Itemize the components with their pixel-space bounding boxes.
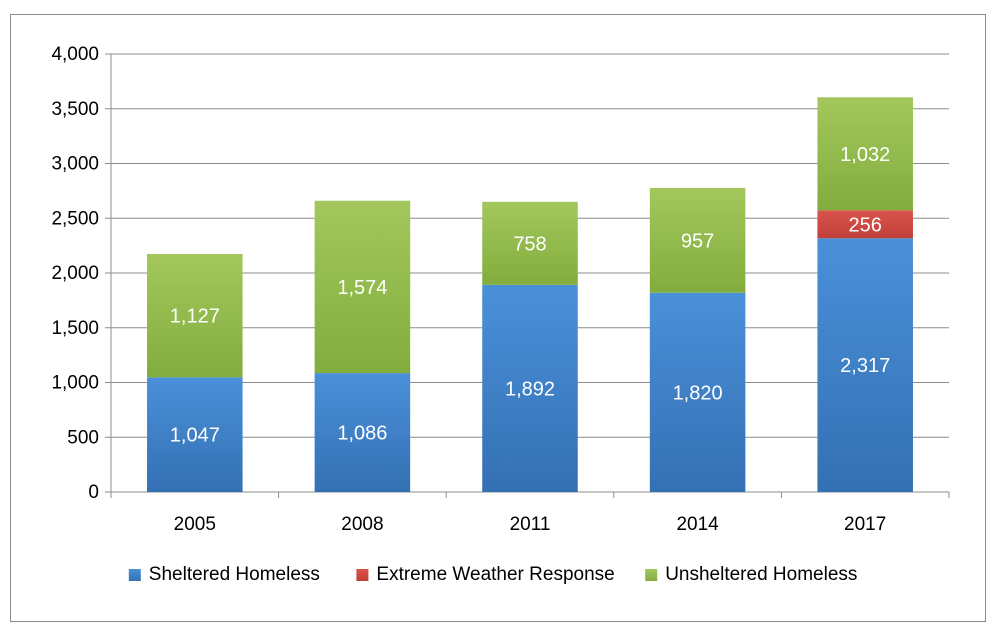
- bar-segment: [817, 238, 913, 492]
- x-tick-label: 2017: [844, 514, 886, 535]
- y-tick-label: 2,500: [51, 208, 99, 229]
- data-label: 1,820: [673, 382, 723, 404]
- data-label: 256: [849, 214, 882, 236]
- bar-segment: [649, 292, 746, 492]
- data-label: 1,127: [170, 306, 220, 328]
- data-label: 1,047: [170, 425, 220, 447]
- x-tick-label: 2014: [676, 514, 719, 535]
- y-tick-label: 4,000: [51, 44, 99, 65]
- bar-segment: [314, 373, 411, 492]
- data-labels: 1,047 1,127 1,086 1,574 1,892 758 1,820 957 2,31…: [170, 144, 890, 447]
- chart: 0 500 1,000 1,500 2,000 2,500 3,000 3,500 4,000 2…: [51, 44, 950, 585]
- data-label: 758: [513, 233, 546, 255]
- bar-segment: [649, 187, 746, 293]
- bar-segment: [482, 201, 578, 285]
- bar-segment: [147, 377, 243, 492]
- bar-segment: [482, 284, 578, 492]
- legend-label: Extreme Weather Response: [376, 564, 614, 585]
- data-label: 2,317: [840, 355, 890, 377]
- y-tick-label: 2,000: [51, 263, 99, 284]
- bar-segment: [314, 200, 411, 374]
- y-tick-label: 1,500: [51, 318, 99, 339]
- data-label: 1,574: [337, 277, 387, 299]
- y-tick-label: 0: [88, 482, 99, 503]
- legend-label: Unsheltered Homeless: [665, 564, 857, 585]
- legend-label: Sheltered Homeless: [149, 564, 320, 585]
- data-label: 957: [681, 230, 714, 252]
- y-tick-label: 500: [67, 427, 99, 448]
- bar-segment: [817, 210, 913, 239]
- x-tick-label: 2005: [174, 514, 216, 535]
- data-label: 1,892: [505, 378, 555, 400]
- legend: Sheltered Homeless Extreme Weather Respon…: [128, 564, 857, 585]
- bar-segment: [147, 253, 243, 378]
- x-tick-label: 2011: [510, 514, 551, 535]
- y-tick-label: 1,000: [51, 373, 99, 394]
- chart-frame: 0 500 1,000 1,500 2,000 2,500 3,000 3,500 4,000 2…: [10, 14, 986, 622]
- bar-segment: [817, 97, 913, 211]
- axes: 0 500 1,000 1,500 2,000 2,500 3,000 3,500 4,000 2…: [51, 44, 950, 535]
- y-tick-label: 3,500: [51, 99, 99, 120]
- data-label: 1,086: [337, 423, 387, 445]
- legend-swatch: [356, 569, 369, 581]
- legend-swatch: [645, 569, 658, 581]
- bars: [147, 97, 913, 492]
- y-tick-label: 3,000: [51, 154, 99, 175]
- data-label: 1,032: [840, 144, 890, 166]
- x-tick-label: 2008: [341, 514, 383, 535]
- legend-swatch: [128, 569, 141, 581]
